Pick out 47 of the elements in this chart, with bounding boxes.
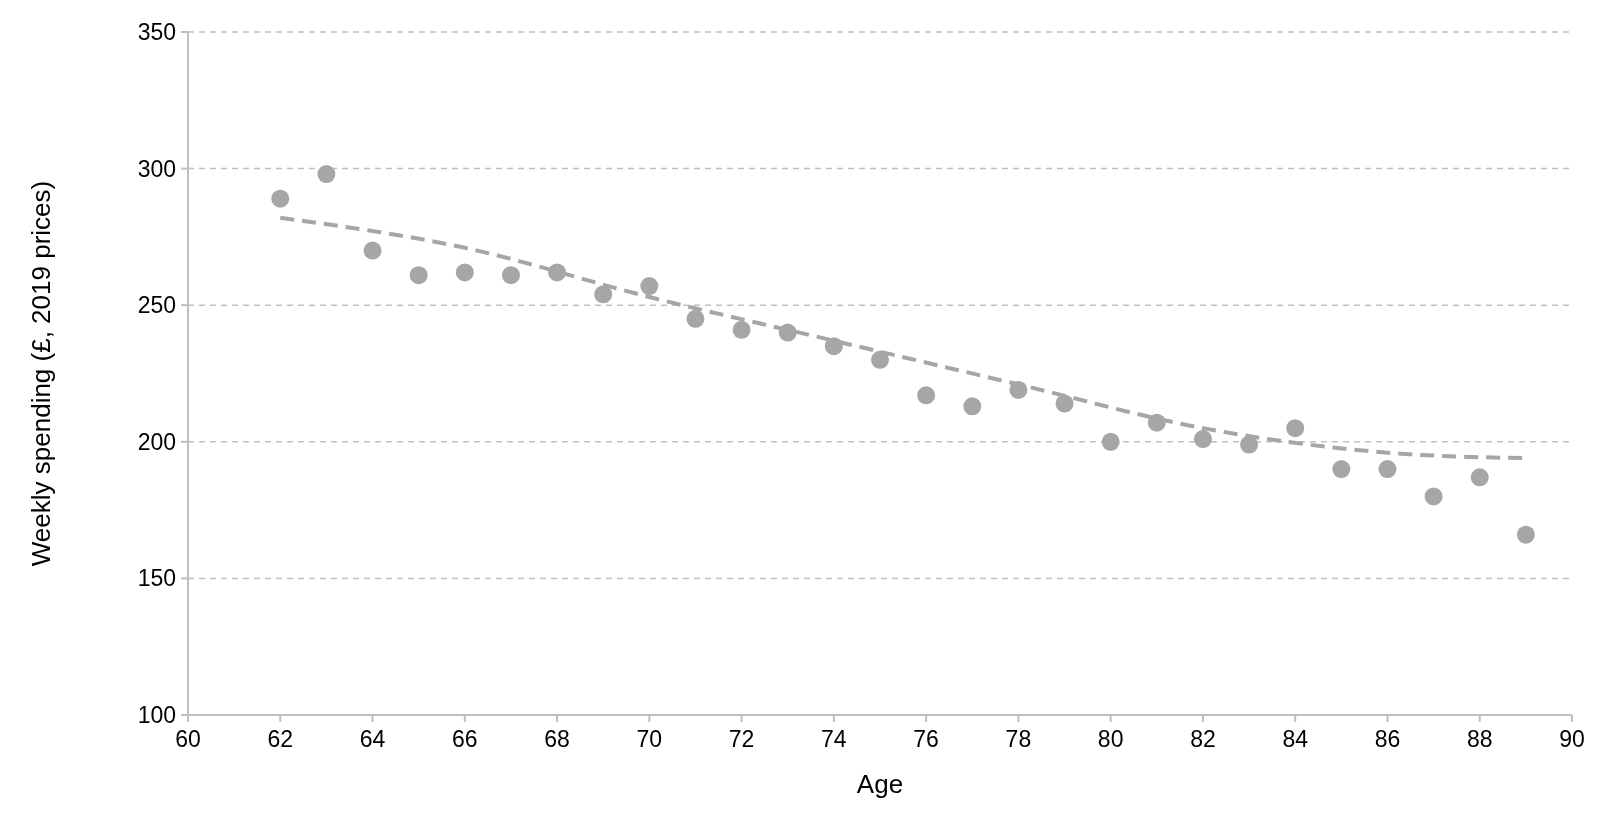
point bbox=[1101, 432, 1120, 451]
point bbox=[824, 337, 843, 356]
x-axis-title: Age bbox=[856, 769, 904, 799]
point bbox=[594, 285, 613, 304]
x-tick-label: 80 bbox=[1097, 726, 1124, 752]
y-axis-title: Weekly spending (£, 2019 prices) bbox=[26, 180, 56, 567]
y-tick-label: 350 bbox=[137, 19, 176, 46]
x-tick-label: 86 bbox=[1374, 726, 1401, 752]
x-tick-label: 76 bbox=[913, 726, 939, 752]
x-tick-label: 60 bbox=[175, 726, 201, 752]
point bbox=[1332, 460, 1351, 479]
x-tick-label: 70 bbox=[636, 726, 663, 752]
x-tick-label: 78 bbox=[1005, 726, 1032, 752]
x-tick-label: 62 bbox=[267, 726, 294, 752]
point bbox=[363, 241, 382, 260]
point bbox=[917, 386, 936, 405]
x-tick-label: 82 bbox=[1190, 726, 1216, 752]
y-tick-label: 200 bbox=[137, 428, 176, 455]
x-tick-label: 90 bbox=[1559, 726, 1585, 752]
point bbox=[1286, 419, 1305, 438]
point bbox=[1055, 394, 1074, 413]
point bbox=[501, 266, 520, 285]
point bbox=[409, 266, 428, 285]
x-tick-label: 72 bbox=[728, 726, 755, 752]
point bbox=[1516, 525, 1535, 544]
y-tick-label: 150 bbox=[137, 565, 176, 592]
y-tick-label: 300 bbox=[137, 155, 176, 182]
point bbox=[963, 397, 982, 416]
point bbox=[455, 263, 474, 282]
x-tick-label: 66 bbox=[452, 726, 478, 752]
x-tick-label: 74 bbox=[821, 726, 847, 752]
point bbox=[1424, 487, 1443, 506]
point bbox=[871, 350, 889, 369]
y-tick-label: 100 bbox=[137, 702, 176, 729]
point bbox=[686, 309, 705, 328]
point bbox=[1378, 460, 1397, 479]
point bbox=[1193, 430, 1212, 449]
x-tick-label: 88 bbox=[1466, 726, 1493, 752]
point bbox=[317, 165, 336, 184]
point bbox=[271, 189, 290, 208]
point bbox=[1470, 468, 1489, 487]
x-tick-label: 68 bbox=[544, 726, 570, 752]
x-tick-label: 84 bbox=[1282, 726, 1309, 752]
x-tick-label: 64 bbox=[359, 726, 386, 752]
point bbox=[640, 277, 659, 296]
point bbox=[732, 320, 751, 339]
y-tick-label: 250 bbox=[137, 292, 176, 319]
